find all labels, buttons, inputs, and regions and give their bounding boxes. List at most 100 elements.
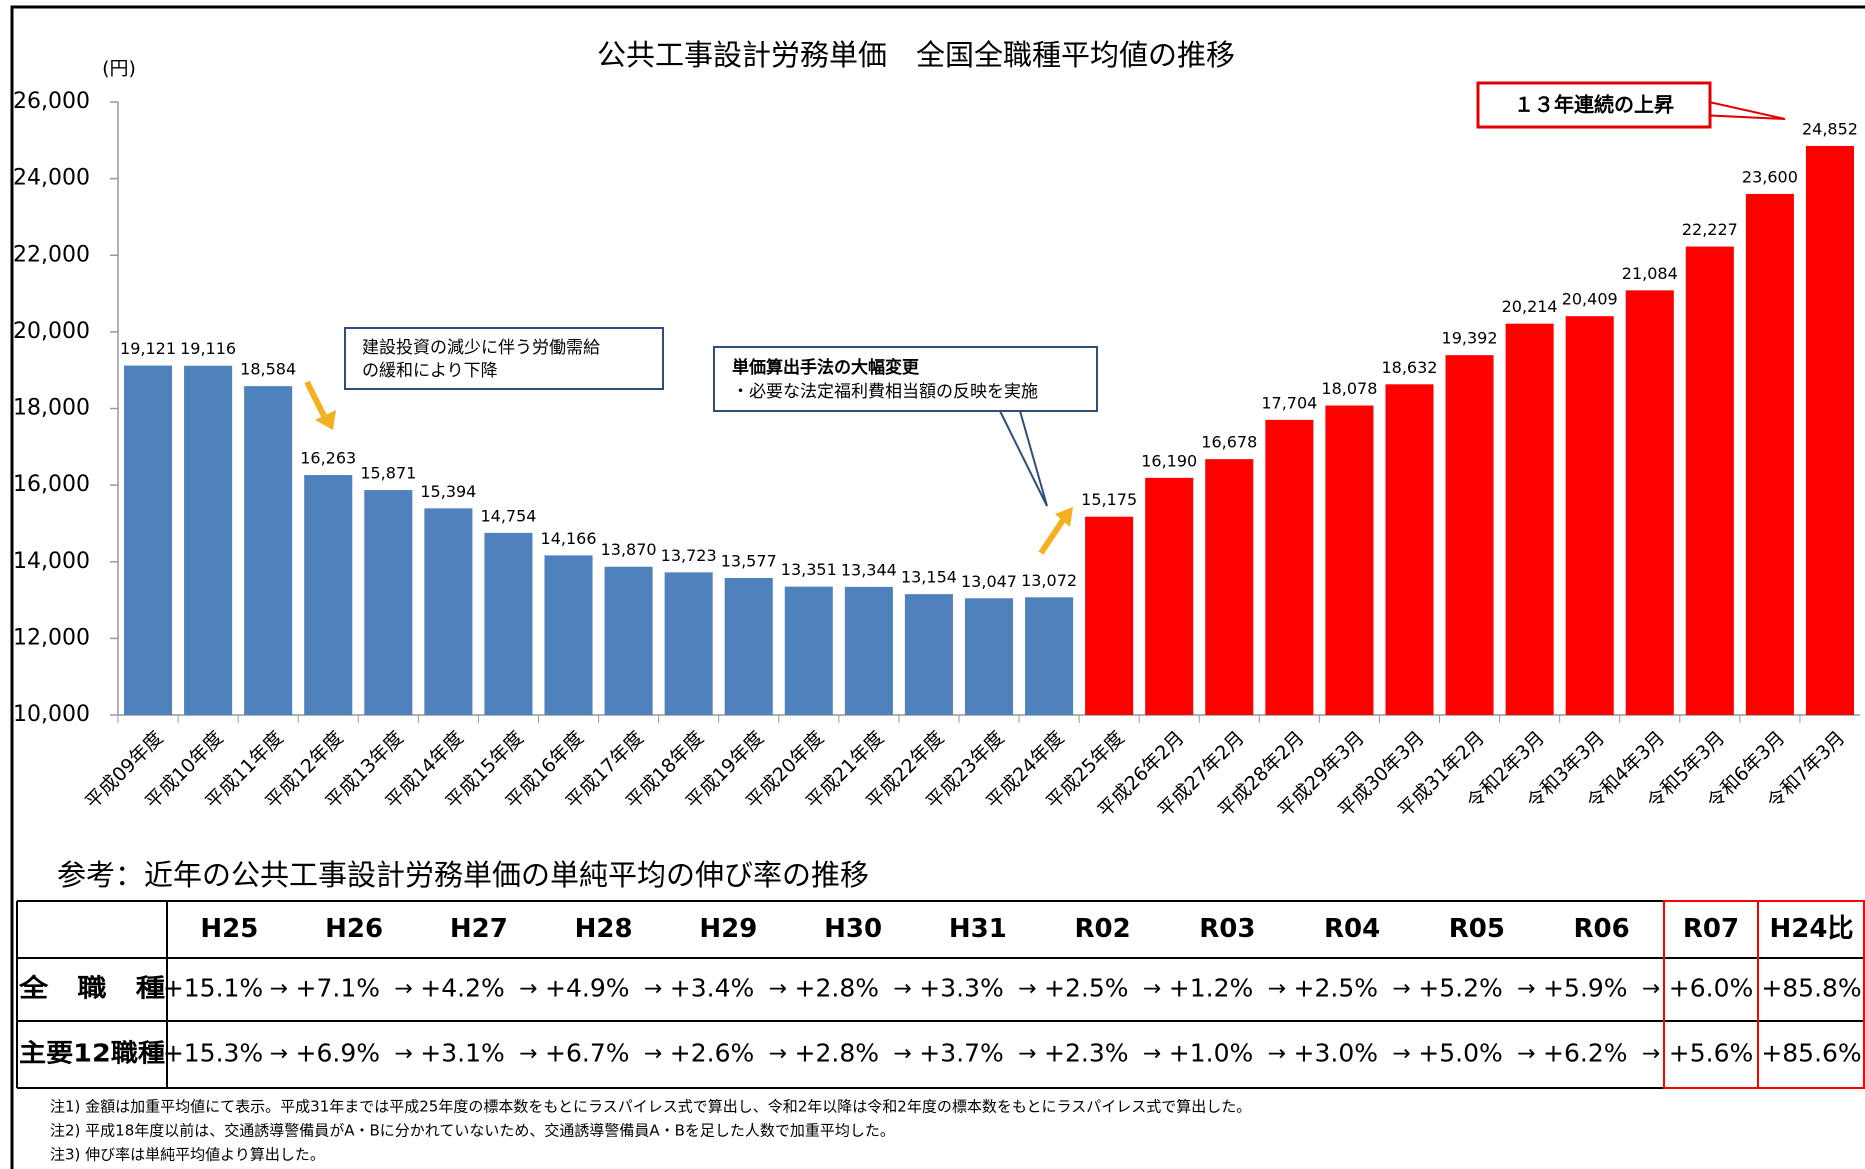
value-label: 13,870 [601,540,657,559]
column-header: H30 [824,914,882,944]
bar [1205,459,1254,715]
arrow: → [769,1042,787,1067]
y-tick-label: 18,000 [13,396,90,421]
value-label: 13,154 [901,568,957,587]
arrow: → [270,1042,288,1067]
y-tick-label: 12,000 [13,625,90,650]
arrow [1038,518,1066,555]
bar [1145,477,1194,715]
table-cell: +5.0% [1418,1039,1502,1068]
value-label: 20,409 [1562,290,1618,309]
column-header: H31 [949,914,1007,944]
value-label: 17,704 [1261,393,1317,412]
bar [664,572,713,715]
y-tick-label: 26,000 [13,89,90,114]
annotation: の緩和により下降 [362,361,498,381]
bar [1505,323,1554,715]
table-cell: +3.4% [670,974,754,1003]
annotation: １３年連続の上昇 [1514,93,1674,117]
table-cell: +6.9% [296,1039,380,1068]
table-cell: +2.8% [795,974,879,1003]
bar [364,490,413,715]
chart-title: 公共工事設計労務単価 全国全職種平均値の推移 [597,38,1235,72]
row-header: 主要12職種 [19,1039,165,1068]
callout-tail [998,410,1048,507]
value-label: 22,227 [1682,220,1738,239]
arrow: → [1392,977,1410,1002]
table-cell: +3.1% [420,1039,504,1068]
value-label: 19,121 [120,339,176,358]
value-label: 16,190 [1141,451,1197,470]
arrow: → [519,977,537,1002]
bar [1745,193,1794,715]
value-label: 18,078 [1321,379,1377,398]
arrow: → [1517,1042,1535,1067]
value-label: 13,351 [781,560,837,579]
value-label: 13,344 [841,560,897,579]
annotation: 建設投資の減少に伴う労働需給 [362,338,600,358]
bar [904,594,953,715]
bar [1025,597,1074,715]
bar [844,586,893,715]
arrow-head [1055,507,1073,527]
table-cell: +6.0% [1669,974,1753,1003]
column-header: R06 [1574,914,1630,944]
table-cell: +4.9% [545,974,629,1003]
column-header: H25 [200,914,258,944]
annotation: ・必要な法定福利費相当額の反映を実施 [732,382,1038,402]
column-header: R05 [1449,914,1505,944]
table-cell: +2.3% [1044,1039,1128,1068]
value-label: 15,394 [420,482,476,501]
column-header: R07 [1683,914,1739,944]
arrow: → [270,977,288,1002]
value-label: 16,678 [1201,433,1257,452]
value-label: 19,116 [180,339,236,358]
value-label: 21,084 [1622,264,1678,283]
y-tick-label: 16,000 [13,472,90,497]
table-subtitle: 参考：近年の公共工事設計労務単価の単純平均の伸び率の推移 [57,858,869,892]
value-label: 13,577 [721,551,777,570]
table-cell: +2.8% [795,1039,879,1068]
value-label: 23,600 [1742,167,1798,186]
table-cell: +15.3% [163,1039,263,1068]
y-unit: (円) [102,58,136,80]
highlight-border [1663,900,1865,1089]
value-label: 15,871 [360,464,416,483]
value-label: 19,392 [1442,329,1498,348]
table-cell: +2.5% [1294,974,1378,1003]
arrow-head [315,410,336,430]
y-tick-label: 10,000 [13,702,90,727]
column-header: H24比 [1770,914,1854,944]
table-cell: +6.2% [1543,1039,1627,1068]
table-cell: +5.6% [1669,1039,1753,1068]
arrow: → [519,1042,537,1067]
bar [1805,145,1854,715]
arrow: → [1392,1042,1410,1067]
table-cell: +3.3% [919,974,1003,1003]
bar [784,586,833,715]
annotation-box [344,327,664,390]
arrow: → [394,977,412,1002]
column-header: R02 [1075,914,1131,944]
bar [304,475,353,715]
column-header: R03 [1199,914,1255,944]
bar [124,365,173,715]
column-header: H28 [575,914,633,944]
y-tick-label: 20,000 [13,319,90,344]
value-label: 14,754 [480,506,536,525]
table-cell: +5.9% [1543,974,1627,1003]
table-cell: +6.7% [545,1039,629,1068]
value-label: 14,166 [541,529,597,548]
table-cell: +1.2% [1169,974,1253,1003]
arrow: → [1642,977,1660,1002]
arrow: → [1268,1042,1286,1067]
arrow: → [1018,1042,1036,1067]
arrow: → [394,1042,412,1067]
table-cell: +2.6% [670,1039,754,1068]
value-label: 20,214 [1502,297,1558,316]
note: 注2) 平成18年度以前は、交通誘導警備員がA・Bに分かれていないため、交通誘導… [50,1122,895,1140]
table-cell: +2.5% [1044,974,1128,1003]
bar [424,508,473,715]
bar [724,577,773,715]
